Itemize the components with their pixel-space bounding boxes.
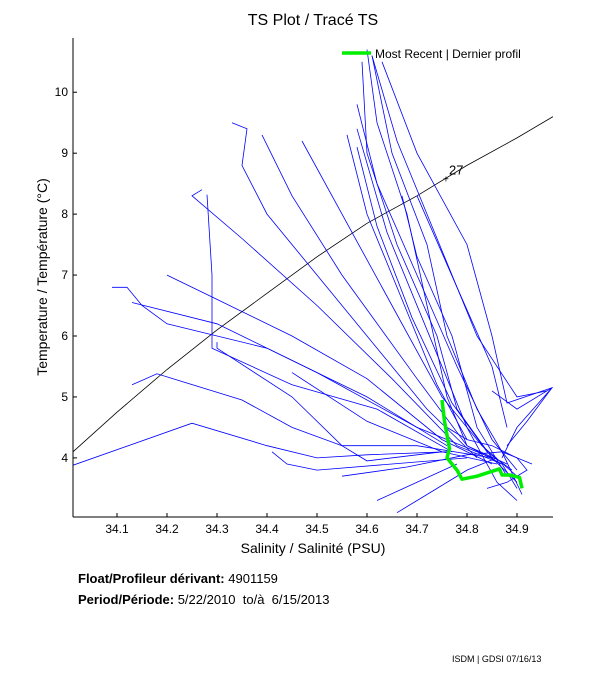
period-info: Period/Période: 5/22/2010 to/à 6/15/2013 bbox=[78, 592, 330, 607]
y-tick-label: 10 bbox=[55, 85, 69, 99]
x-axis-label: Salinity / Salinité (PSU) bbox=[241, 540, 386, 556]
y-tick-label: 5 bbox=[61, 390, 68, 404]
ts-chart: TS Plot / Tracé TS 27+34.1 34.2 34.3 34.4 34… bbox=[34, 12, 553, 556]
profile-line bbox=[216, 342, 443, 462]
profile-line bbox=[131, 302, 493, 459]
profile-line bbox=[261, 134, 508, 465]
legend-label: Most Recent | Dernier profil bbox=[375, 47, 521, 61]
x-tick-label: 34.5 bbox=[305, 522, 329, 536]
profile-line bbox=[356, 104, 518, 471]
credit-text: ISDM | GDSI 07/16/13 bbox=[452, 654, 542, 664]
profile-line bbox=[231, 122, 478, 459]
y-axis-label: Temperature / Température (°C) bbox=[34, 178, 50, 376]
profile-line bbox=[346, 134, 468, 440]
y-tick-label: 8 bbox=[61, 207, 68, 221]
recent-profile-line bbox=[440, 399, 524, 489]
profile-line bbox=[396, 457, 498, 514]
plot-area: 27+34.1 34.2 34.3 34.4 34.5 34.6 34.7 34.8 34.9 4… bbox=[55, 38, 553, 536]
y-tick-label: 9 bbox=[61, 146, 68, 160]
profile-line bbox=[416, 195, 508, 428]
x-tick-label: 34.4 bbox=[255, 522, 279, 536]
profile-line bbox=[401, 195, 508, 477]
profile-line bbox=[131, 373, 493, 459]
x-tick-label: 34.1 bbox=[105, 522, 129, 536]
float-info: Float/Profileur dérivant: 4901159 bbox=[78, 571, 278, 586]
profile-line bbox=[381, 61, 553, 459]
profile-line bbox=[371, 55, 548, 398]
profile-line bbox=[291, 372, 498, 465]
profile-line bbox=[112, 286, 448, 447]
x-tick-label: 34.7 bbox=[405, 522, 429, 536]
y-tick-label: 4 bbox=[61, 451, 68, 465]
density-contour-27 bbox=[73, 116, 553, 453]
x-tick-label: 34.2 bbox=[155, 522, 179, 536]
profile-line bbox=[271, 451, 468, 471]
float-label: Float/Profileur dérivant: bbox=[78, 571, 225, 586]
profile-line bbox=[376, 463, 458, 501]
contour-label: 27 bbox=[449, 162, 463, 177]
profile-line bbox=[206, 194, 453, 453]
profile-line bbox=[366, 49, 518, 489]
float-id: 4901159 bbox=[228, 571, 278, 586]
profile-line bbox=[491, 387, 553, 446]
profile-line bbox=[446, 427, 528, 489]
profile-line bbox=[356, 128, 518, 501]
profile-line bbox=[73, 422, 448, 466]
period-label: Period/Période: bbox=[78, 592, 175, 607]
profile-line bbox=[301, 140, 518, 477]
profile-line bbox=[356, 147, 513, 471]
profile-line bbox=[191, 189, 503, 465]
x-tick-label: 34.8 bbox=[455, 522, 479, 536]
profile-line bbox=[361, 61, 518, 483]
x-tick-label: 34.3 bbox=[205, 522, 229, 536]
y-tick-label: 6 bbox=[61, 329, 68, 343]
chart-title: TS Plot / Tracé TS bbox=[248, 12, 378, 29]
x-tick-label: 34.6 bbox=[355, 522, 379, 536]
period-value: 5/22/2010 to/à 6/15/2013 bbox=[177, 592, 330, 607]
x-tick-label: 34.9 bbox=[505, 522, 529, 536]
contour-marker: + bbox=[443, 174, 449, 185]
y-tick-label: 7 bbox=[61, 268, 68, 282]
